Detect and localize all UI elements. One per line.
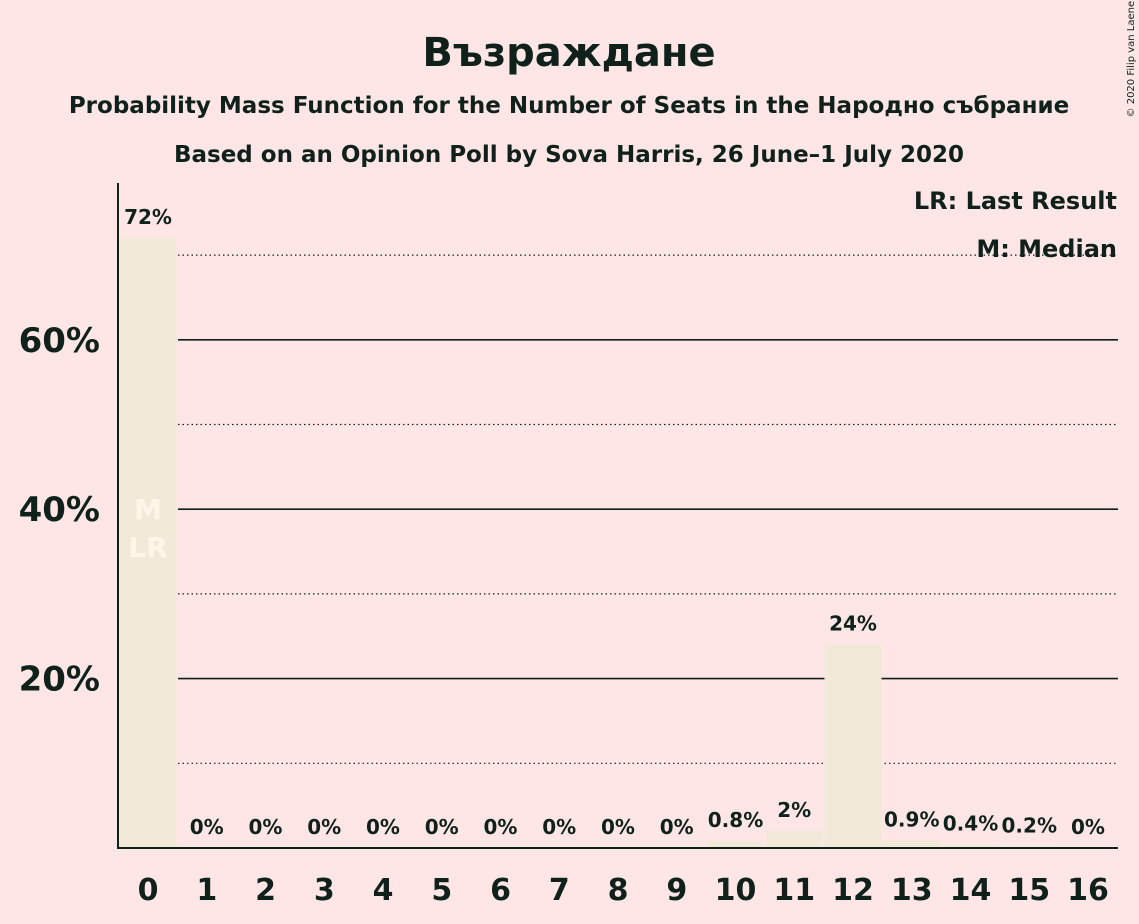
bars	[119, 238, 1058, 848]
chart-subtitle-line1: Probability Mass Function for the Number…	[69, 93, 1069, 119]
x-tick-label-8: 8	[608, 873, 629, 908]
x-tick-label-15: 15	[1008, 873, 1050, 908]
bar-value-label-14: 0.4%	[943, 812, 998, 836]
bar-value-label-1: 0%	[190, 815, 224, 839]
x-tick-label-0: 0	[138, 873, 159, 908]
x-tick-label-11: 11	[773, 873, 815, 908]
copyright-notice: © 2020 Filip van Laenen	[1126, 0, 1137, 117]
x-tick-label-9: 9	[666, 873, 687, 908]
y-tick-label-20: 20%	[19, 660, 100, 700]
bar-value-label-2: 0%	[249, 815, 283, 839]
bar-value-label-16: 0%	[1071, 815, 1105, 839]
x-tick-label-4: 4	[373, 873, 394, 908]
bar-value-label-15: 0.2%	[1002, 813, 1057, 837]
bar-seat-13	[883, 840, 941, 848]
bar-value-label-7: 0%	[542, 815, 576, 839]
x-tick-label-14: 14	[950, 873, 992, 908]
bar-value-label-4: 0%	[366, 815, 400, 839]
bar-seat-10	[707, 841, 764, 848]
y-tick-label-60: 60%	[19, 321, 100, 361]
x-tick-label-7: 7	[549, 873, 570, 908]
x-tick-label-5: 5	[431, 873, 452, 908]
x-tick-label-6: 6	[490, 873, 511, 908]
bar-value-label-9: 0%	[660, 815, 694, 839]
gridlines	[178, 254, 1118, 764]
x-tick-label-16: 16	[1067, 873, 1109, 908]
x-tick-label-12: 12	[832, 873, 874, 908]
bar-value-label-0: 72%	[124, 205, 172, 229]
bar-seat-14	[942, 844, 999, 848]
bar-seat-0	[119, 238, 177, 848]
x-tick-label-1: 1	[196, 873, 217, 908]
median-marker: M	[134, 493, 162, 526]
bar-value-label-13: 0.9%	[884, 807, 939, 831]
bar-value-label-10: 0.8%	[708, 808, 763, 832]
chart-title: Възраждане	[422, 30, 715, 76]
bar-seat-12	[824, 644, 882, 848]
bar-value-label-11: 2%	[777, 798, 811, 822]
x-tick-label-3: 3	[314, 873, 335, 908]
legend-median: M: Median	[976, 235, 1117, 263]
bar-value-label-3: 0%	[307, 815, 341, 839]
last-result-marker: LR	[128, 531, 167, 564]
y-tick-label-40: 40%	[19, 490, 100, 530]
bar-value-label-5: 0%	[425, 815, 459, 839]
bar-seat-11	[765, 831, 823, 848]
bar-value-label-6: 0%	[484, 815, 518, 839]
x-tick-label-13: 13	[891, 873, 933, 908]
labels: 20%40%60%72%00%10%20%30%40%50%60%70%80%9…	[19, 205, 1109, 908]
x-tick-label-10: 10	[715, 873, 757, 908]
x-tick-label-2: 2	[255, 873, 276, 908]
axes	[117, 183, 1118, 849]
bar-value-label-8: 0%	[601, 815, 635, 839]
chart-subtitle-line2: Based on an Opinion Poll by Sova Harris,…	[174, 142, 964, 168]
bar-value-label-12: 24%	[829, 612, 877, 636]
legend-last-result: LR: Last Result	[914, 187, 1117, 215]
